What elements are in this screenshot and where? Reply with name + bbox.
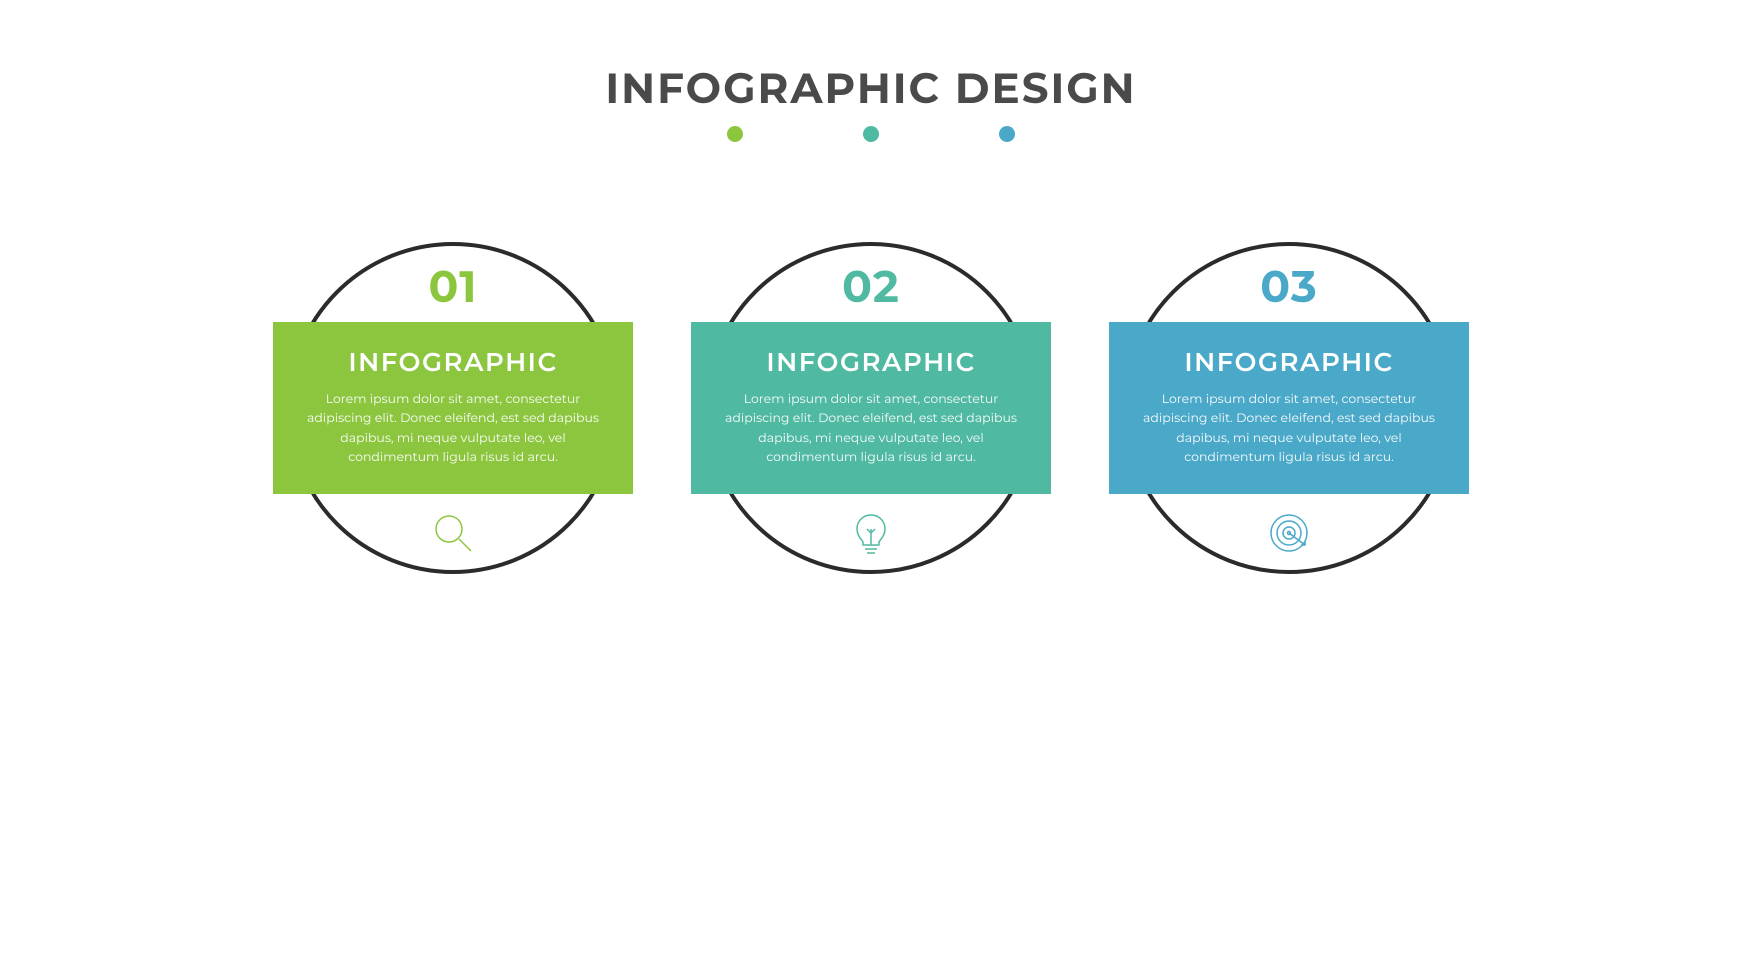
- page-title: INFOGRAPHIC DESIGN: [0, 62, 1742, 114]
- step-card-body: Lorem ipsum dolor sit amet, consectetur …: [1141, 390, 1437, 468]
- lightbulb-icon: [847, 509, 895, 562]
- step-card: INFOGRAPHIC Lorem ipsum dolor sit amet, …: [1109, 322, 1469, 494]
- step-1: 01 INFOGRAPHIC Lorem ipsum dolor sit ame…: [273, 242, 633, 582]
- step-card-title: INFOGRAPHIC: [305, 346, 601, 378]
- step-number: 02: [842, 260, 900, 314]
- step-card-body: Lorem ipsum dolor sit amet, consectetur …: [305, 390, 601, 468]
- accent-dots: [0, 126, 1742, 142]
- step-2: 02 INFOGRAPHIC Lorem ipsum dolor sit ame…: [691, 242, 1051, 582]
- magnifier-icon: [429, 509, 477, 562]
- step-card-body: Lorem ipsum dolor sit amet, consectetur …: [723, 390, 1019, 468]
- target-icon: [1265, 509, 1313, 562]
- step-number: 01: [429, 260, 478, 314]
- step-card: INFOGRAPHIC Lorem ipsum dolor sit amet, …: [273, 322, 633, 494]
- steps-row: 01 INFOGRAPHIC Lorem ipsum dolor sit ame…: [0, 242, 1742, 582]
- step-3: 03 INFOGRAPHIC Lorem ipsum dolor sit ame…: [1109, 242, 1469, 582]
- step-card-title: INFOGRAPHIC: [723, 346, 1019, 378]
- accent-dot-1: [727, 126, 743, 142]
- header: INFOGRAPHIC DESIGN: [0, 0, 1742, 142]
- step-card-title: INFOGRAPHIC: [1141, 346, 1437, 378]
- step-card: INFOGRAPHIC Lorem ipsum dolor sit amet, …: [691, 322, 1051, 494]
- accent-dot-3: [999, 126, 1015, 142]
- step-number: 03: [1260, 260, 1317, 314]
- accent-dot-2: [863, 126, 879, 142]
